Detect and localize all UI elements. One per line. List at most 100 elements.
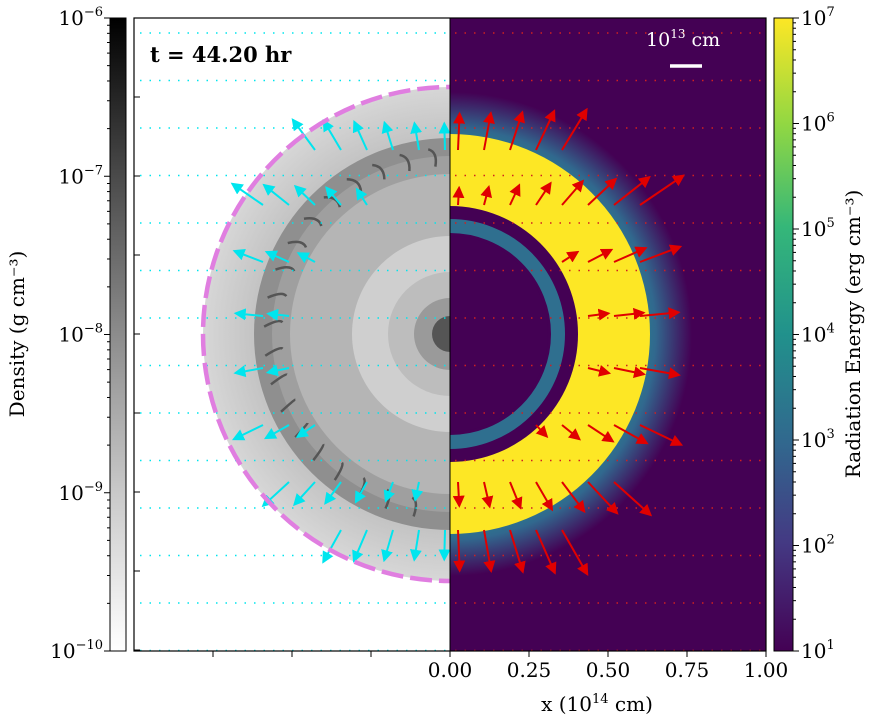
velocity-arrow	[613, 366, 646, 379]
instability-finger	[303, 217, 323, 227]
instability-finger	[280, 398, 296, 413]
radiation-colorbar-tick-label: 101	[801, 638, 835, 663]
velocity-arrow	[411, 481, 424, 502]
density-colorbar-tick-label: 10−6	[58, 5, 103, 30]
velocity-arrow	[438, 529, 450, 562]
velocity-arrow	[535, 529, 557, 575]
instability-finger	[372, 163, 386, 180]
x-tick-label: 1.00	[744, 658, 789, 682]
instability-finger	[275, 266, 296, 272]
velocity-arrow	[535, 181, 552, 206]
velocity-arrow	[639, 174, 685, 206]
velocity-arrow	[561, 250, 580, 263]
velocity-arrow	[409, 529, 422, 562]
velocity-arrow	[613, 307, 646, 320]
velocity-arrow	[587, 308, 611, 321]
velocity-arrow	[639, 424, 684, 446]
velocity-arrow	[381, 529, 394, 563]
velocity-arrow	[613, 246, 648, 263]
velocity-arrow	[322, 119, 342, 151]
instability-finger	[333, 461, 344, 481]
velocity-arrow	[509, 481, 523, 510]
velocity-arrow	[322, 529, 342, 564]
radiation-colorbar-tick-label: 106	[801, 111, 835, 136]
velocity-arrow	[293, 481, 316, 507]
velocity-arrow	[613, 175, 651, 206]
velocity-arrow	[233, 308, 264, 321]
velocity-arrow	[480, 184, 493, 206]
velocity-arrow	[587, 177, 618, 206]
instability-finger	[264, 346, 284, 357]
density-colorbar-tick-label: 10−7	[58, 163, 103, 188]
velocity-arrow	[296, 252, 316, 264]
x-tick-label: 0.50	[586, 658, 631, 682]
velocity-arrow	[613, 481, 653, 517]
x-tick-label: 0.75	[665, 658, 710, 682]
instability-finger	[263, 319, 284, 328]
x-axis-label: x (1014 cm)	[541, 692, 653, 716]
velocity-arrow	[587, 424, 615, 443]
velocity-arrow	[381, 120, 394, 151]
radiation-colorbar-label: Radiation Energy (erg cm⁻³)	[841, 190, 865, 479]
velocity-arrow	[509, 183, 521, 206]
velocity-arrow	[587, 481, 619, 515]
velocity-arrow	[233, 365, 264, 378]
velocity-arrow	[561, 424, 582, 441]
velocity-arrow	[264, 250, 290, 263]
instability-finger	[399, 153, 411, 172]
x-tick-label: 0.25	[507, 658, 552, 682]
density-colorbar-tick-label: 10−9	[58, 480, 103, 505]
velocity-arrow	[265, 364, 290, 377]
radiation-colorbar-tick-label: 104	[801, 322, 835, 347]
radiation-colorbar-tick-label: 107	[801, 5, 835, 30]
x-tick-label: 0.00	[428, 658, 473, 682]
velocity-arrow	[452, 481, 465, 508]
velocity-arrow	[639, 307, 681, 320]
velocity-arrow	[355, 187, 368, 206]
velocity-arrow	[438, 121, 450, 151]
velocity-arrow	[453, 111, 466, 151]
velocity-arrow	[509, 110, 525, 151]
instability-finger	[287, 240, 308, 249]
velocity-arrow	[587, 364, 612, 377]
velocity-arrow	[452, 185, 465, 206]
velocity-arrow	[509, 529, 526, 574]
velocity-arrow	[561, 179, 585, 206]
velocity-arrow	[639, 367, 681, 380]
density-colorbar-tick-label: 10−10	[50, 638, 103, 663]
velocity-arrow	[325, 186, 342, 206]
radiation-panel	[450, 18, 766, 651]
velocity-arrow	[481, 481, 494, 509]
velocity-arrow	[293, 184, 316, 206]
instability-finger	[270, 373, 288, 386]
velocity-arrow	[263, 424, 290, 440]
velocity-arrow	[483, 529, 496, 573]
velocity-arrow	[535, 109, 556, 151]
velocity-arrow	[324, 481, 342, 505]
velocity-arrow	[561, 529, 589, 577]
velocity-arrow	[354, 481, 368, 504]
radiation-colorbar	[773, 17, 794, 652]
velocity-arrow	[535, 424, 549, 438]
radiation-colorbar-tick-label: 103	[801, 427, 835, 452]
instability-finger	[267, 292, 288, 299]
velocity-arrow	[535, 481, 554, 512]
scale-bar: 1013 cm	[646, 27, 720, 68]
density-panel	[134, 18, 450, 651]
velocity-arrow	[410, 121, 423, 151]
density-colorbar-tick-label: 10−8	[58, 322, 103, 347]
velocity-arrow	[561, 107, 588, 151]
velocity-arrow	[230, 182, 264, 206]
instability-finger	[312, 443, 325, 461]
velocity-arrow	[266, 308, 290, 321]
shock-front-dashed-circle	[200, 84, 450, 584]
velocity-arrow	[262, 183, 290, 206]
density-colorbar	[109, 17, 127, 652]
velocity-arrow	[587, 248, 614, 263]
velocity-arrow	[453, 529, 466, 573]
density-colorbar-label: Density (g cm⁻³)	[5, 251, 29, 418]
velocity-arrow	[352, 529, 368, 563]
velocity-arrow	[383, 481, 395, 503]
